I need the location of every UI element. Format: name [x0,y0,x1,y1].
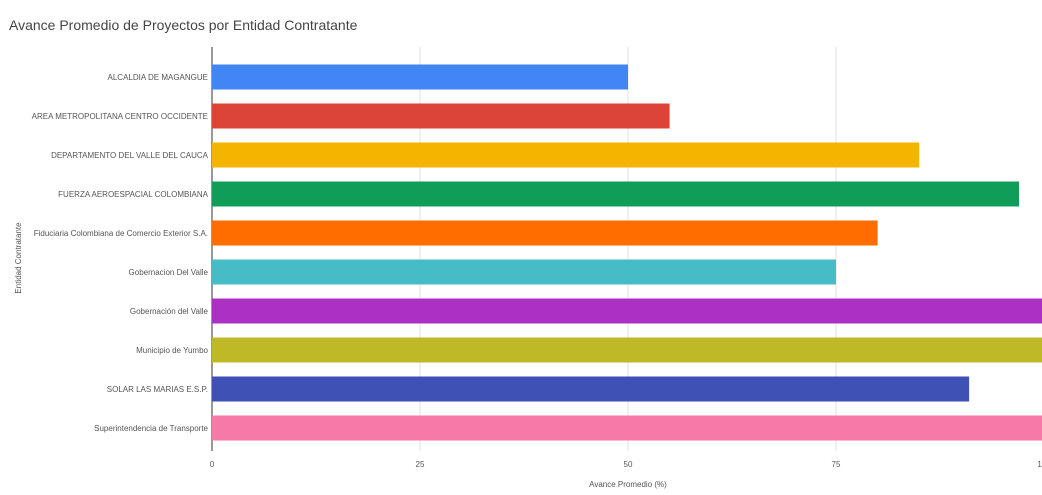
bar[interactable] [212,181,1020,207]
y-category-label: ALCALDIA DE MAGANGUE [108,73,208,82]
bar[interactable] [212,376,970,402]
x-tick-label: 25 [416,460,425,469]
y-category-label: Fiduciaria Colombiana de Comercio Exteri… [34,229,208,238]
bar[interactable] [212,415,1042,441]
bar[interactable] [212,337,1042,363]
chart-title: Avance Promedio de Proyectos por Entidad… [9,17,358,33]
y-category-label: DEPARTAMENTO DEL VALLE DEL CAUCA [51,151,209,160]
bar[interactable] [212,298,1042,324]
x-tick-label: 50 [624,460,633,469]
y-category-label: AREA METROPOLITANA CENTRO OCCIDENTE [32,112,208,121]
bar[interactable] [212,259,836,285]
y-category-label: SOLAR LAS MARIAS E.S.P. [107,385,208,394]
x-tick-label: 0 [210,460,215,469]
y-category-label: Municipio de Yumbo [136,346,208,355]
bar[interactable] [212,64,628,90]
bar-layer [212,64,1042,441]
x-tick-label: 75 [832,460,841,469]
bar[interactable] [212,220,878,246]
bar[interactable] [212,142,920,168]
y-category-label: FUERZA AEROESPACIAL COLOMBIANA [58,190,208,199]
x-tick-label: 100 [1037,460,1042,469]
y-category-label: Superintendencia de Transporte [94,424,208,433]
bar[interactable] [212,103,670,129]
x-axis-title: Avance Promedio (%) [589,480,667,489]
label-layer: 0 25 50 75 100 ALCALDIA DE MAGANGUE AREA METRO… [32,73,1042,469]
y-category-label: Gobernacion Del Valle [129,268,209,277]
y-axis-title: Entidad Contratante [14,222,23,294]
y-category-label: Gobernación del Valle [130,307,209,316]
